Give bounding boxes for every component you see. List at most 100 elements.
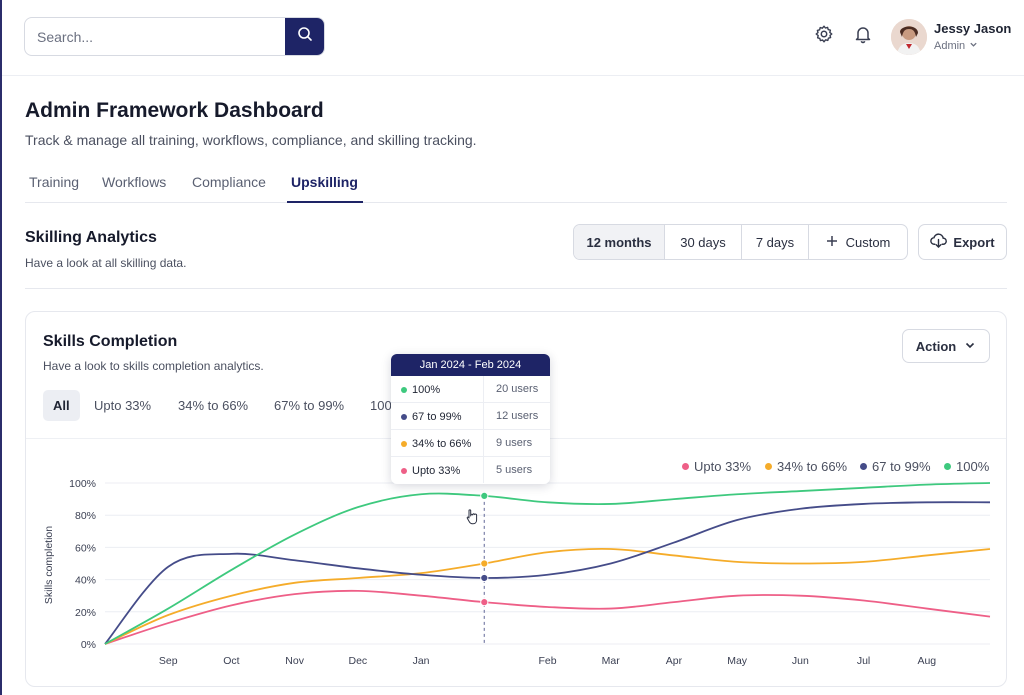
avatar[interactable] [891,19,927,55]
date-range-selector: 12 months 30 days 7 days Custom [573,224,908,260]
filter-all[interactable]: All [43,390,80,421]
card-subtitle: Have a look to skills completion analyti… [43,359,264,373]
y-tick-label: 80% [75,510,96,522]
legend-dot [765,463,772,470]
chart-series [104,482,991,645]
highlight-points [480,491,489,607]
tab-compliance[interactable]: Compliance [192,174,266,190]
action-label: Action [915,338,957,354]
filter-67-to-99[interactable]: 67% to 99% [274,398,345,413]
tab-upskilling[interactable]: Upskilling [287,174,363,203]
tooltip-label: 100% [412,384,441,396]
filter-100[interactable]: 100 [370,398,392,413]
y-tick-label: 0% [81,639,96,651]
x-tick-label: Nov [285,655,304,667]
export-button[interactable]: Export [918,224,1007,260]
highlight-point-100 [480,491,489,500]
tooltip-label-wrap: 100% [401,384,440,396]
range-30-days[interactable]: 30 days [665,225,742,259]
search-button[interactable] [285,18,324,55]
y-axis-ticks: 0% 20% 40% 60% 80% 100% [69,478,96,651]
tooltip-dot [401,441,407,447]
tooltip-row: 34% to 66% 9 users [391,430,550,457]
tooltip-label-wrap: 67 to 99% [401,411,462,423]
tooltip-dot [401,387,407,393]
card-title: Skills Completion [43,333,178,350]
x-tick-label: Jun [792,655,809,667]
chevron-down-icon [969,40,978,52]
y-tick-label: 40% [75,575,96,587]
x-tick-label: Jan [413,655,430,667]
range-7-days[interactable]: 7 days [742,225,809,259]
export-label: Export [953,234,995,250]
page-subtitle: Track & manage all training, workflows, … [25,132,477,148]
highlight-point-34-to-66 [480,559,489,568]
x-tick-label: Jul [857,655,870,667]
legend-label: 67 to 99% [872,459,931,474]
hand-pointer-icon [466,509,478,525]
highlight-point-upto-33 [480,598,489,607]
top-bar: Jessy Jason Admin [2,0,1024,76]
x-tick-label: May [727,655,748,667]
section-title: Skilling Analytics [25,229,157,246]
highlight-point-67-to-99 [480,573,489,583]
search-input[interactable] [25,18,287,55]
tooltip-row: 100% 20 users [391,376,550,403]
tab-bar: Training Workflows Compliance Upskilling [25,174,1007,203]
tooltip-value: 12 users [483,403,538,429]
series-line-67-to-99 [104,501,991,645]
range-custom-label: Custom [845,234,891,250]
range-custom[interactable]: Custom [809,225,907,259]
plus-icon [826,235,838,250]
series-line-100 [104,482,991,645]
tooltip-row: 67 to 99% 12 users [391,403,550,430]
tooltip-label-wrap: 34% to 66% [401,438,471,450]
notifications-button[interactable] [852,25,874,47]
section-subtitle: Have a look at all skilling data. [25,256,187,270]
legend-dot [944,463,951,470]
x-tick-label: Apr [666,655,683,667]
range-12-months[interactable]: 12 months [574,225,665,259]
chevron-down-icon [964,339,976,354]
tooltip-value: 5 users [483,457,532,483]
legend-dot [860,463,867,470]
tooltip-dot [401,414,407,420]
bell-icon [853,24,873,49]
tab-training[interactable]: Training [29,174,80,190]
settings-button[interactable] [813,25,835,47]
search-icon [297,26,313,47]
tab-workflows[interactable]: Workflows [102,174,167,190]
x-tick-label: Feb [538,655,556,667]
section-divider [25,288,1007,289]
legend-item-100: 100% [944,459,989,474]
legend-label: 100% [956,459,990,474]
tooltip-label: Upto 33% [412,465,461,477]
filter-34-to-66[interactable]: 34% to 66% [178,398,249,413]
series-line-upto-33 [104,589,991,645]
gear-icon [814,24,834,49]
tooltip-header: Jan 2024 - Feb 2024 [391,354,550,376]
user-role-dropdown[interactable]: Admin [934,40,978,52]
chart-grid [105,482,990,645]
cloud-download-icon [930,233,948,251]
tooltip-label: 34% to 66% [412,438,472,450]
filter-upto-33[interactable]: Upto 33% [94,398,152,413]
search-box [24,17,325,56]
tooltip-value: 9 users [483,430,532,456]
x-tick-label: Oct [223,655,239,667]
user-role: Admin [934,40,966,52]
series-line-34-to-66 [104,547,991,645]
chart-tooltip: Jan 2024 - Feb 2024 100% 20 users 67 to … [391,354,550,484]
action-button[interactable]: Action [902,329,990,363]
legend-label: Upto 33% [694,459,752,474]
x-tick-label: Mar [602,655,621,667]
x-tick-label: Aug [917,655,936,667]
x-tick-label: Sep [159,655,178,667]
y-tick-label: 100% [69,478,96,490]
skills-completion-chart: 0% 20% 40% 60% 80% 100% Sep Oct Nov Dec Jan Feb Mar… [43,478,991,667]
legend-dot [682,463,689,470]
tooltip-label-wrap: Upto 33% [401,465,460,477]
user-name: Jessy Jason [934,21,1012,36]
y-axis-label: Skills completion [43,526,55,604]
